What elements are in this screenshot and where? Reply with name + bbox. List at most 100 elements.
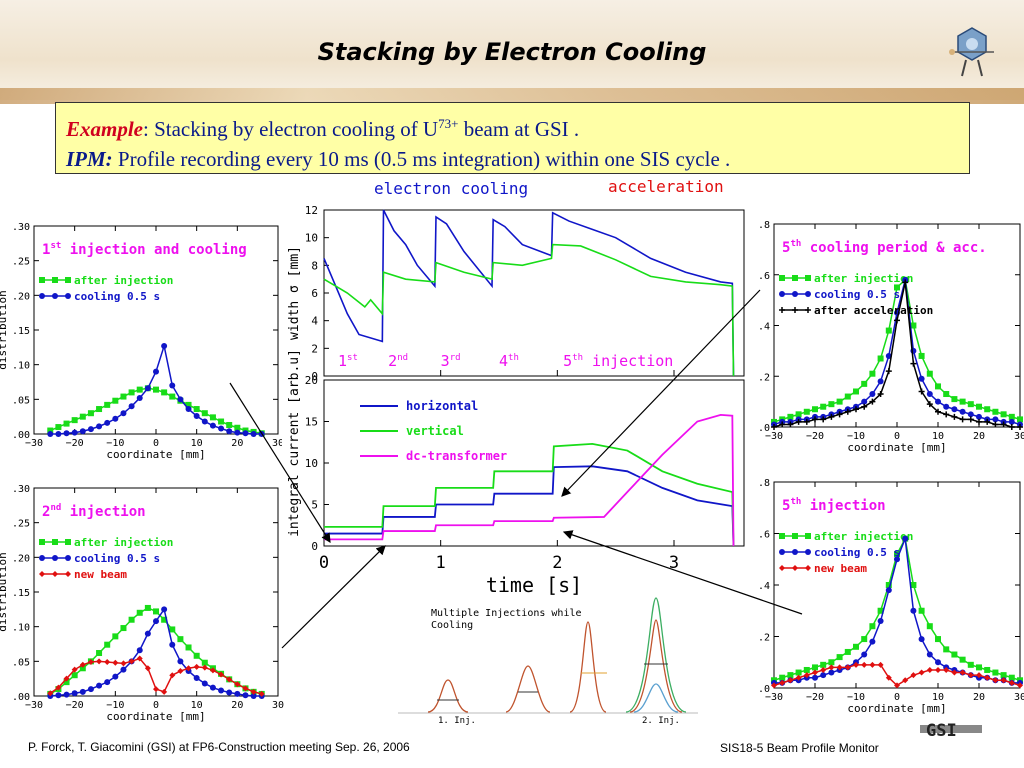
- inset-title-line2: Cooling: [431, 620, 473, 631]
- x-tick-label: 3: [669, 553, 679, 573]
- data-point: [63, 691, 70, 698]
- data-point: [877, 355, 884, 362]
- data-point: [71, 666, 78, 673]
- data-point: [63, 420, 70, 427]
- x-tick-label: 30: [1014, 692, 1024, 703]
- data-point: [47, 427, 54, 434]
- data-point: [984, 666, 991, 673]
- y-tick-label: 12: [305, 204, 318, 217]
- data-point: [820, 666, 827, 673]
- data-point: [902, 279, 909, 286]
- data-point: [144, 630, 151, 637]
- data-point: [885, 582, 892, 588]
- data-point: [861, 636, 868, 643]
- data-point: [984, 406, 991, 413]
- x-tick-label: 0: [153, 438, 159, 449]
- x-tick-label: 20: [973, 431, 985, 442]
- data-point: [910, 582, 917, 588]
- data-point: [926, 623, 933, 630]
- data-point: [96, 682, 103, 689]
- data-point: [104, 679, 111, 686]
- data-point: [136, 394, 143, 401]
- x-axis-label: coordinate [mm]: [106, 710, 205, 723]
- data-point: [926, 666, 933, 673]
- data-point: [976, 418, 982, 425]
- data-point: [161, 389, 168, 396]
- y-axis-label: distribution: [0, 552, 9, 631]
- data-point: [201, 418, 208, 425]
- y-tick-label: .20: [12, 291, 30, 302]
- legend-label: after injection: [814, 530, 913, 543]
- x-tick-label: −20: [806, 431, 824, 442]
- data-point: [918, 388, 925, 395]
- data-point: [902, 677, 909, 684]
- x-tick-label: 30: [272, 438, 282, 449]
- data-point: [112, 397, 119, 404]
- series-after-injection: [771, 276, 1023, 425]
- legend-marker: [792, 533, 798, 539]
- data-point: [128, 616, 135, 623]
- series-new-beam: [771, 661, 1023, 689]
- data-point: [869, 398, 876, 405]
- data-point: [910, 672, 917, 679]
- arrow-1st-plot: [229, 382, 331, 544]
- data-point: [812, 406, 818, 413]
- data-point: [853, 388, 859, 395]
- data-point: [1008, 674, 1015, 681]
- data-point: [877, 618, 884, 625]
- x-axis-label: coordinate [mm]: [847, 441, 946, 454]
- legend-marker: [52, 539, 58, 545]
- data-point: [992, 669, 999, 676]
- injection-label: 4th: [499, 352, 519, 370]
- data-point: [1008, 679, 1015, 686]
- y-tick-label: .10: [12, 623, 30, 634]
- data-point: [853, 406, 859, 413]
- x-tick-label: 0: [153, 700, 159, 711]
- data-point: [959, 408, 966, 415]
- data-point: [104, 419, 111, 426]
- legend-marker: [65, 277, 71, 283]
- legend-marker: [792, 549, 798, 555]
- arrow-5th-injection-plot: [562, 530, 803, 615]
- x-tick-label: 20: [973, 692, 985, 703]
- data-point: [87, 426, 94, 433]
- data-point: [144, 385, 151, 392]
- data-point: [836, 654, 843, 661]
- data-point: [877, 607, 884, 614]
- data-point: [935, 659, 941, 666]
- x-tick-label: 10: [191, 438, 203, 449]
- data-point: [771, 682, 777, 689]
- legend-label: cooling 0.5 s: [814, 288, 900, 301]
- legend-marker: [39, 277, 45, 283]
- legend-marker: [65, 293, 71, 299]
- y-tick-label: .00: [12, 430, 30, 441]
- data-point: [861, 403, 868, 410]
- ipm-line: IPM: Profile recording every 10 ms (0.5 …: [66, 144, 959, 174]
- data-point: [55, 692, 62, 699]
- legend-marker: [779, 307, 785, 313]
- data-point: [951, 396, 958, 403]
- y-tick-label: .0: [758, 423, 770, 434]
- legend-marker: [805, 565, 811, 571]
- data-point: [234, 424, 241, 431]
- inset-title-line1: Multiple Injections while: [431, 608, 582, 619]
- x-tick-label: −10: [847, 431, 865, 442]
- data-point: [803, 672, 810, 679]
- data-point: [120, 625, 127, 632]
- legend-marker: [792, 307, 798, 313]
- data-point: [918, 636, 925, 643]
- inset-peak-4b: [629, 619, 683, 713]
- data-point: [894, 284, 900, 291]
- y-tick-label: 0: [311, 370, 318, 383]
- data-point: [177, 658, 184, 665]
- data-point: [79, 665, 86, 672]
- data-point: [926, 370, 933, 377]
- legend-label: new beam: [814, 562, 867, 575]
- x-tick-label: −30: [765, 431, 783, 442]
- label-acceleration: acceleration: [608, 177, 724, 196]
- plot-title: 2nd injection: [42, 503, 146, 520]
- y-tick-label: .6: [758, 271, 770, 282]
- y-tick-label: 4: [311, 315, 318, 328]
- injection-label: 5th injection: [563, 352, 673, 370]
- y-axis-label-width: width σ [mm]: [287, 246, 302, 340]
